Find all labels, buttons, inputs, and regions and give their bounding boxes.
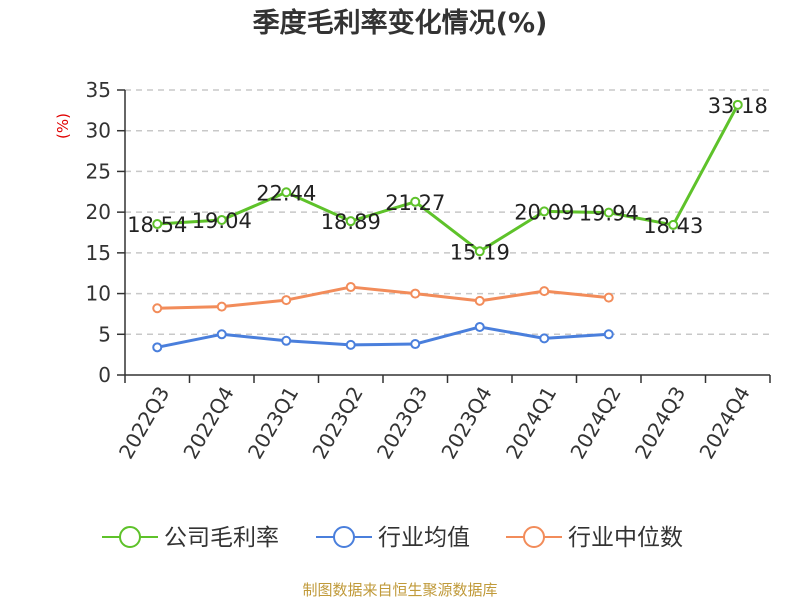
legend-label: 行业均值 (378, 525, 470, 551)
series-lines (152, 99, 743, 353)
series-line-0 (157, 104, 740, 253)
series-2-point (152, 303, 163, 314)
y-tick-label: 10 (86, 282, 111, 306)
series-0-point (152, 219, 163, 230)
series-1-point (345, 339, 356, 350)
x-tick-label: 2023Q3 (372, 382, 432, 463)
y-tick-label: 20 (86, 200, 111, 224)
x-tick-label: 2024Q1 (501, 382, 561, 463)
data-label: 22.44 (256, 181, 316, 205)
legend-item-0[interactable]: 公司毛利率 (102, 525, 279, 551)
series-2-point (345, 282, 356, 293)
series-0-point (345, 216, 356, 227)
legend-item-2[interactable]: 行业中位数 (506, 525, 683, 551)
y-tick-label: 30 (86, 119, 111, 143)
data-label: 20.09 (514, 200, 574, 224)
legend-marker (523, 526, 545, 548)
series-2-point (216, 301, 227, 312)
legend-label: 行业中位数 (568, 525, 683, 551)
series-0-point (539, 206, 550, 217)
y-tick-label: 0 (98, 363, 111, 387)
data-label: 15.19 (450, 240, 510, 264)
series-1-point (216, 329, 227, 340)
y-tick-label: 25 (86, 159, 111, 183)
source-note: 制图数据来自恒生聚源数据库 (302, 581, 497, 599)
series-0-point (732, 99, 743, 110)
series-1-point (539, 333, 550, 344)
x-tick-label: 2022Q3 (114, 382, 174, 463)
x-tick-label: 2023Q1 (243, 382, 303, 463)
data-label: 33.18 (708, 94, 768, 118)
series-2-point (474, 295, 485, 306)
x-tick-label: 2024Q2 (565, 382, 625, 463)
legend-label: 公司毛利率 (164, 525, 279, 551)
x-tick-label: 2024Q4 (694, 382, 754, 463)
series-1-point (152, 342, 163, 353)
y-axis-label: (%) (54, 113, 72, 139)
series-2-point (281, 295, 292, 306)
series-0-point (603, 207, 614, 218)
legend-marker (119, 526, 141, 548)
x-tick-label: 2023Q4 (436, 382, 496, 463)
series-2-point (410, 288, 421, 299)
series-0-point (410, 196, 421, 207)
series-0-point (216, 214, 227, 225)
y-tick-label: 5 (98, 322, 111, 346)
chart-title: 季度毛利率变化情况(%) (253, 7, 548, 39)
series-1-point (603, 329, 614, 340)
series-1-point (474, 321, 485, 332)
series-0-point (281, 187, 292, 198)
y-tick-label: 35 (86, 78, 111, 102)
x-tick-label: 2024Q3 (630, 382, 690, 463)
series-1-point (410, 339, 421, 350)
series-0-point (474, 246, 485, 257)
data-label: 18.54 (127, 213, 187, 237)
x-tick-label: 2023Q2 (307, 382, 367, 463)
series-2-point (603, 292, 614, 303)
legend: 公司毛利率 行业均值 行业中位数 (102, 525, 683, 551)
data-label: 19.94 (579, 202, 639, 226)
x-tick-label: 2022Q4 (178, 382, 238, 463)
data-label: 21.27 (385, 191, 445, 215)
data-label: 19.04 (192, 209, 252, 233)
data-label: 18.43 (643, 214, 703, 238)
legend-item-1[interactable]: 行业均值 (316, 525, 470, 551)
legend-marker (333, 526, 355, 548)
y-tick-label: 15 (86, 241, 111, 265)
series-0-point (668, 219, 679, 230)
series-2-point (539, 286, 550, 297)
series-line-1 (156, 325, 609, 349)
data-label: 18.89 (321, 210, 381, 234)
series-1-point (281, 335, 292, 346)
series-line-2 (157, 285, 609, 310)
